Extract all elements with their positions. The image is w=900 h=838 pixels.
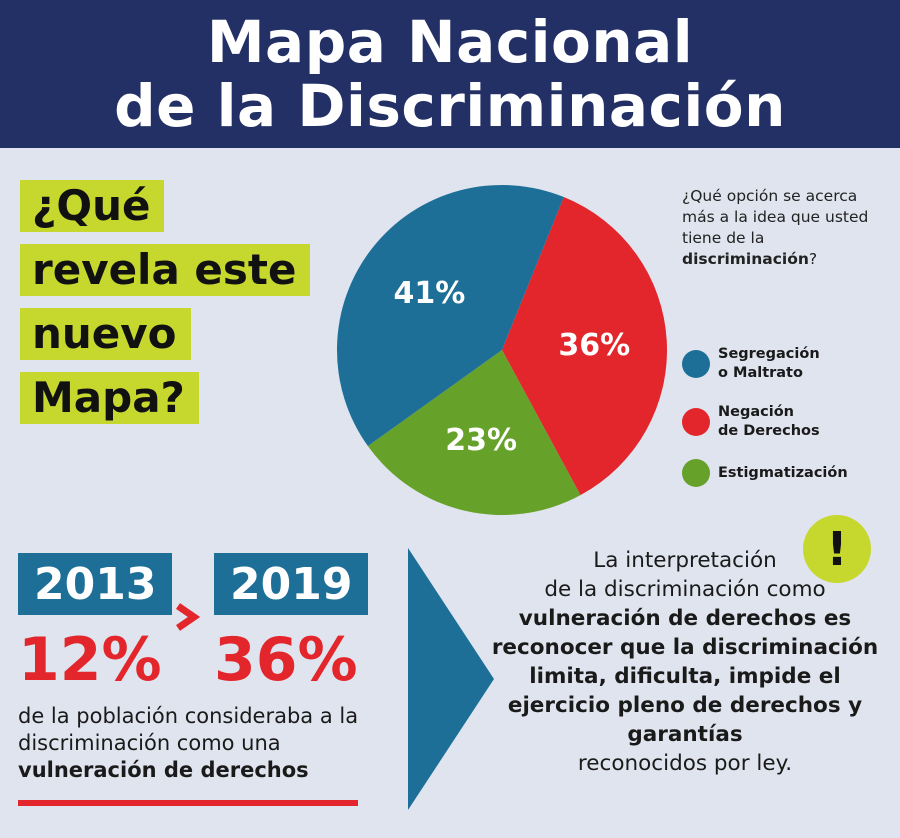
pct-2019: 36% bbox=[214, 625, 358, 695]
pie-slice-41pct bbox=[337, 185, 564, 447]
comparison-description: de la población consideraba a la discrim… bbox=[18, 703, 378, 784]
exclamation-icon: ! bbox=[803, 515, 871, 583]
pie-slice-23pct bbox=[367, 350, 581, 515]
pie-slice-36pct bbox=[502, 197, 667, 496]
legend-label: Negación de Derechos bbox=[718, 404, 820, 439]
year-2019-badge: 2019 bbox=[214, 553, 369, 615]
pie-chart-svg: 41% 36% 23% bbox=[337, 185, 667, 515]
description-bold: vulneración de derechos bbox=[18, 758, 309, 782]
title-line-2: de la Discriminación bbox=[114, 72, 786, 140]
question-box-line-1: ¿Qué bbox=[20, 180, 165, 232]
title-line-1: Mapa Nacional bbox=[206, 8, 694, 76]
question-box-line-3: nuevo bbox=[20, 308, 191, 360]
interpretation-line-1: La interpretación bbox=[593, 548, 777, 573]
survey-question-text: ¿Qué opción se acerca más a la idea que … bbox=[682, 187, 869, 247]
description-text: de la población consideraba a la discrim… bbox=[18, 704, 359, 755]
interpretation-line-2: de la discriminación como bbox=[544, 577, 826, 602]
divider-line bbox=[18, 800, 358, 806]
legend-label: Estigmatización bbox=[718, 464, 848, 481]
interpretation-end: reconocidos por ley. bbox=[577, 751, 793, 776]
pie-label-36pct: 36% bbox=[558, 328, 630, 363]
legend-dot-icon bbox=[682, 408, 710, 436]
pct-2013: 12% bbox=[18, 625, 162, 695]
pie-chart: 41% 36% 23% bbox=[335, 183, 669, 517]
legend-item-negacion: Negación de Derechos bbox=[682, 403, 892, 441]
question-box-line-2: revela este bbox=[20, 244, 311, 296]
legend-item-estigmatizacion: Estigmatización bbox=[682, 459, 892, 487]
legend-dot-icon bbox=[682, 459, 710, 487]
pie-label-41pct: 41% bbox=[393, 276, 465, 311]
pie-label-23pct: 23% bbox=[445, 423, 517, 458]
legend-item-segregacion: Segregación o Maltrato bbox=[682, 345, 892, 383]
survey-question: ¿Qué opción se acerca más a la idea que … bbox=[682, 186, 892, 270]
legend-dot-icon bbox=[682, 350, 710, 378]
interpretation-text: La interpretación de la discriminación c… bbox=[490, 546, 880, 778]
survey-question-end: ? bbox=[808, 250, 818, 268]
year-2013-badge: 2013 bbox=[18, 553, 173, 615]
question-box-line-4: Mapa? bbox=[20, 372, 199, 424]
header-banner: Mapa Nacional de la Discriminación bbox=[0, 0, 900, 148]
legend-label: Segregación o Maltrato bbox=[718, 346, 820, 381]
chevron-right-icon bbox=[176, 603, 201, 631]
survey-question-bold: discriminación bbox=[682, 250, 809, 268]
arrow-right-icon bbox=[408, 548, 494, 810]
interpretation-bold: vulneración de derechos es reconocer que… bbox=[491, 606, 879, 747]
